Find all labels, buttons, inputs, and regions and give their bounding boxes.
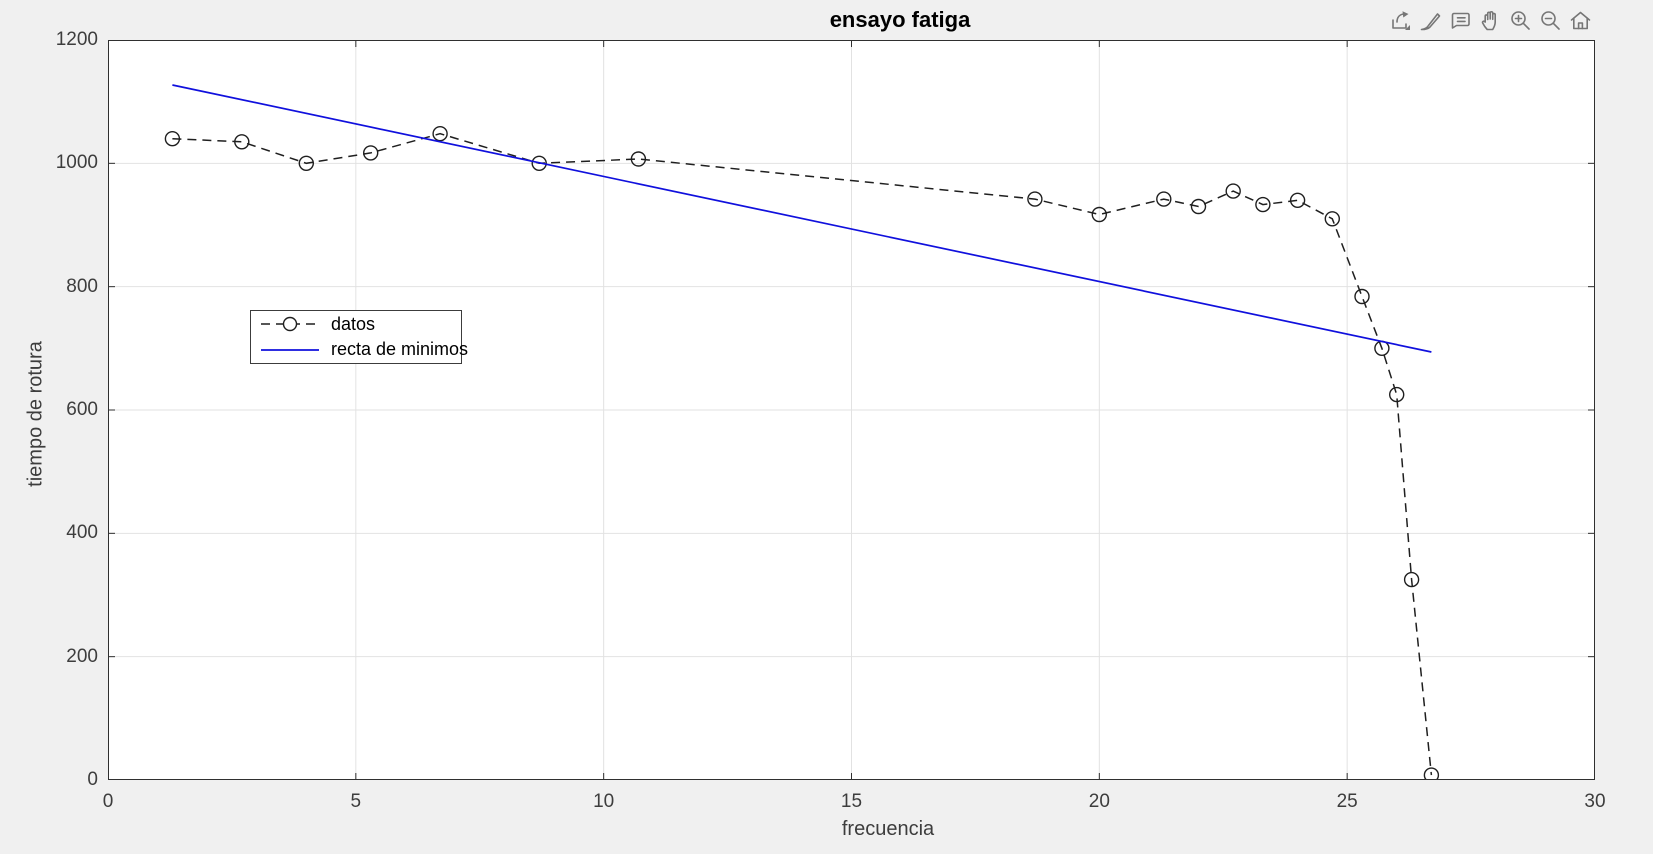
pan-icon[interactable] (1478, 8, 1503, 33)
y-tick-label: 600 (66, 399, 98, 420)
y-tick-label: 0 (87, 769, 98, 790)
data-tips-icon[interactable] (1448, 8, 1473, 33)
x-tick-label: 5 (350, 791, 362, 812)
y-tick-label: 400 (66, 522, 98, 544)
x-tick-label: 10 (593, 791, 615, 812)
legend-label: datos (331, 313, 376, 334)
chart-title: ensayo fatiga (829, 7, 971, 32)
x-tick-label: 20 (1088, 791, 1110, 812)
x-tick-label: 15 (840, 791, 863, 812)
plot-area[interactable] (108, 40, 1595, 780)
x-tick-label: 25 (1336, 791, 1358, 812)
zoom-in-icon[interactable] (1508, 8, 1533, 33)
y-axis-label: tiempo de rotura (24, 341, 47, 487)
x-tick-label: 0 (102, 791, 114, 812)
legend-entry-recta[interactable]: recta de minimos (251, 338, 468, 362)
y-tick-label: 1200 (55, 29, 98, 50)
y-tick-label: 800 (66, 275, 98, 297)
legend-entry-datos[interactable]: datos (251, 312, 461, 336)
x-axis-label: frecuencia (841, 818, 935, 840)
legend-label: recta de minimos (331, 339, 469, 360)
brush-icon[interactable] (1418, 8, 1443, 33)
legend-sample-solid-line (261, 348, 319, 351)
axes-toolbar (1388, 8, 1593, 33)
legend[interactable]: datos recta de minimos (250, 310, 468, 364)
y-tick-label: 1000 (55, 152, 98, 174)
x-tick-label: 30 (1584, 791, 1606, 812)
y-tick-label: 200 (66, 645, 98, 667)
zoom-out-icon[interactable] (1538, 8, 1563, 33)
export-icon[interactable] (1388, 8, 1413, 33)
restore-view-home-icon[interactable] (1568, 8, 1593, 33)
legend-sample-dashed-line-with-marker (261, 317, 319, 332)
